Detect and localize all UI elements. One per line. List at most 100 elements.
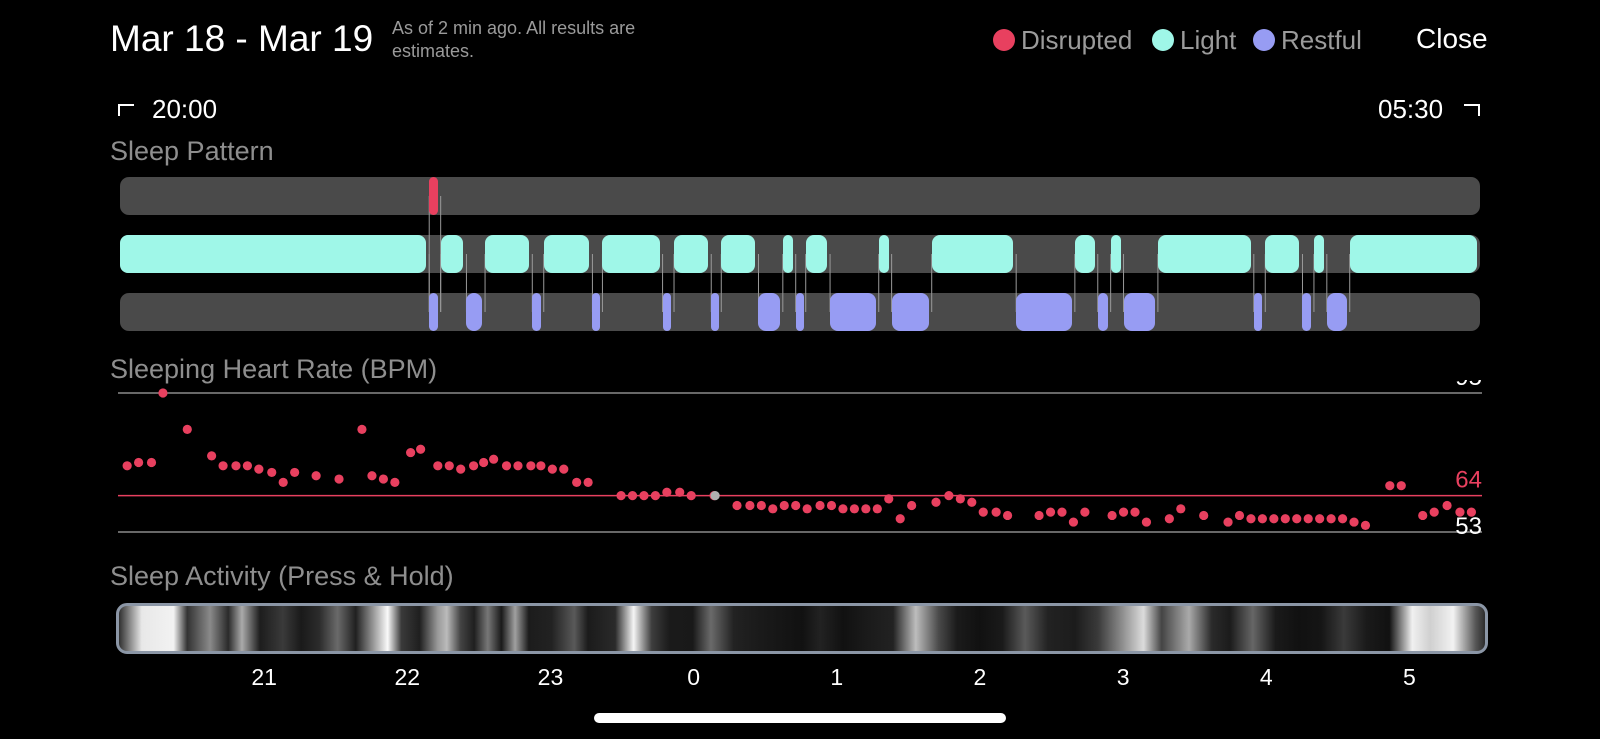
heart-rate-point <box>182 424 192 435</box>
light-segment <box>1074 235 1095 273</box>
disrupted-dot-icon <box>993 29 1015 51</box>
heart-rate-point <box>390 477 400 487</box>
heart-rate-point <box>756 500 766 511</box>
light-segment <box>1349 235 1477 273</box>
light-segment <box>543 235 590 273</box>
close-button[interactable]: Close <box>1416 23 1488 54</box>
light-segment <box>1265 235 1300 273</box>
heart-rate-point <box>267 467 277 478</box>
average-value-label: 64 <box>1455 467 1482 494</box>
time-axis-label: 22 <box>394 664 421 690</box>
heart-rate-point <box>861 504 871 514</box>
heart-rate-point <box>1385 481 1395 491</box>
heart-rate-point <box>1068 517 1079 527</box>
heart-rate-point <box>469 461 479 471</box>
heart-rate-point <box>826 500 837 511</box>
heart-rate-point <box>1442 500 1452 511</box>
heart-rate-point <box>1141 517 1152 527</box>
restful-segment <box>429 293 438 331</box>
light-segment <box>485 235 530 273</box>
sleep-activity-bar[interactable] <box>116 603 1488 654</box>
range-start-bracket-icon <box>118 104 134 116</box>
time-axis-label: 4 <box>1259 664 1273 690</box>
restful-dot-icon <box>1253 29 1275 51</box>
heart-rate-point <box>1176 504 1186 514</box>
heart-rate-point <box>1080 507 1090 517</box>
legend-restful: Restful <box>1253 22 1362 58</box>
restful-segment <box>662 293 671 331</box>
restful-segment <box>1016 293 1072 331</box>
legend-label: Restful <box>1281 24 1362 55</box>
restful-segment <box>795 293 804 331</box>
light-segment <box>440 235 464 273</box>
light-segment <box>805 235 828 273</box>
heart-rate-point <box>967 497 977 507</box>
heart-rate-point <box>1057 507 1067 517</box>
date-range-title: Mar 18 - Mar 19 <box>110 18 374 59</box>
legend-label: Disrupted <box>1021 24 1133 55</box>
heart-rate-point <box>416 444 426 454</box>
heart-rate-point <box>1223 517 1233 527</box>
heart-rate-point <box>732 500 742 511</box>
min-value-label: 53 <box>1455 513 1482 540</box>
heart-rate-point <box>955 494 965 504</box>
heart-rate-point <box>1418 510 1428 521</box>
heart-rate-point <box>675 487 685 497</box>
time-axis-label: 1 <box>830 664 844 690</box>
restful-segment <box>1326 293 1347 331</box>
heart-rate-point <box>815 500 825 511</box>
range-end-bracket-icon <box>1464 104 1480 116</box>
time-axis-label: 3 <box>1116 664 1130 690</box>
restful-segment <box>466 293 483 331</box>
heart-rate-point <box>1118 507 1129 517</box>
heart-rate-point <box>444 461 454 471</box>
heart-rate-point <box>1045 507 1056 517</box>
range-start-time: 20:00 <box>152 94 218 124</box>
heart-rate-point <box>931 497 941 507</box>
heart-rate-point <box>1337 514 1348 524</box>
light-segment <box>120 235 427 273</box>
heart-rate-point <box>513 461 523 471</box>
heart-rate-point <box>978 507 988 517</box>
heart-rate-point <box>802 504 812 514</box>
light-segment <box>931 235 1014 273</box>
restful-segment <box>830 293 876 331</box>
heart-rate-chart[interactable]: 95 64 53 <box>0 380 1600 550</box>
light-segment <box>782 235 793 273</box>
heart-rate-point <box>231 461 241 471</box>
heart-rate-point <box>479 457 489 468</box>
heart-rate-point <box>1234 510 1245 521</box>
heart-rate-point <box>1360 520 1371 530</box>
heart-rate-point <box>1396 481 1406 491</box>
heart-rate-point <box>1429 507 1439 517</box>
heart-rate-point <box>1455 507 1465 517</box>
heart-rate-point <box>1280 514 1290 524</box>
heart-rate-point <box>1002 510 1013 521</box>
time-axis-label: 5 <box>1403 664 1416 690</box>
time-axis-label: 21 <box>251 664 277 690</box>
sleep-pattern-title: Sleep Pattern <box>110 136 274 166</box>
legend-light: Light <box>1152 22 1236 58</box>
heart-rate-point <box>433 461 443 471</box>
heart-rate-point <box>456 464 466 474</box>
restful-segment <box>711 293 720 331</box>
light-segment <box>1313 235 1324 273</box>
restful-segment <box>592 293 601 331</box>
estimate-note: As of 2 min ago. All results are estimat… <box>392 18 636 61</box>
heart-rate-point <box>572 477 582 487</box>
heart-rate-point <box>991 507 1001 517</box>
sleep-activity-title: Sleep Activity (Press & Hold) <box>110 561 454 591</box>
heart-rate-point <box>536 461 546 471</box>
heart-rate-point <box>1246 514 1256 524</box>
heart-rate-point <box>1107 510 1117 521</box>
legend-label: Light <box>1180 24 1237 55</box>
heart-rate-point <box>895 514 905 524</box>
heart-rate-point <box>1164 514 1174 524</box>
heart-rate-point <box>158 388 168 398</box>
heart-rate-point <box>489 454 499 464</box>
heart-rate-point <box>944 490 954 501</box>
restful-segment <box>891 293 929 331</box>
light-segment <box>878 235 889 273</box>
heart-rate-point <box>357 424 367 435</box>
home-indicator[interactable] <box>594 713 1006 723</box>
